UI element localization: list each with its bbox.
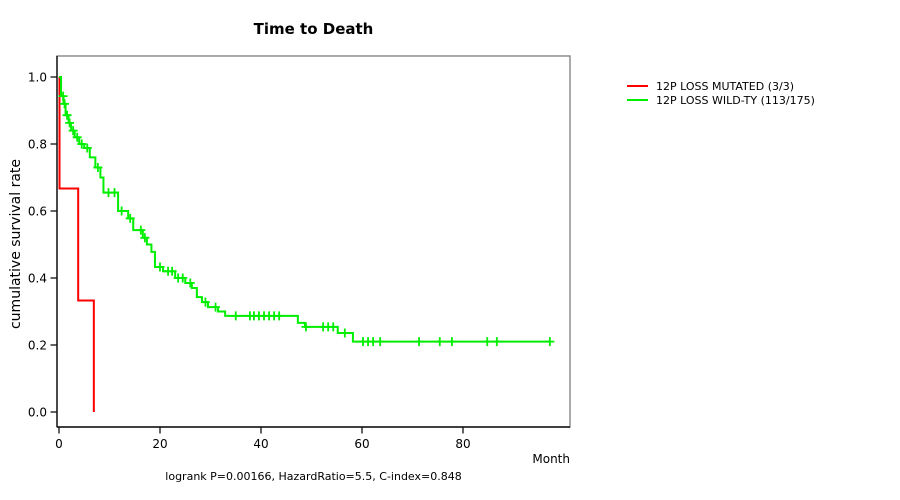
legend-label-mutated: 12P LOSS MUTATED (3/3) xyxy=(656,79,794,93)
y-tick-label: 0.8 xyxy=(28,138,47,152)
y-tick-label: 1.0 xyxy=(28,71,47,85)
x-axis-label: Month xyxy=(532,452,570,466)
x-axis-ticks: 0 20 40 60 80 xyxy=(55,427,471,451)
plot-border xyxy=(56,55,571,428)
y-axis-label: cumulative survival rate xyxy=(8,158,24,330)
legend-item-wildtype: 12P LOSS WILD-TY (113/175) xyxy=(627,93,815,107)
x-tick-label: 0 xyxy=(55,437,63,451)
censor-marks-wildtype xyxy=(58,91,555,347)
legend-line-wildtype-icon xyxy=(627,99,648,101)
stats-annotation: logrank P=0.00166, HazardRatio=5.5, C-in… xyxy=(165,470,462,483)
x-tick-label: 40 xyxy=(253,437,268,451)
x-tick-label: 80 xyxy=(455,437,470,451)
legend-label-wildtype: 12P LOSS WILD-TY (113/175) xyxy=(656,93,815,107)
legend-item-mutated: 12P LOSS MUTATED (3/3) xyxy=(627,79,815,93)
x-tick-label: 60 xyxy=(354,437,369,451)
survival-curve-wildtype xyxy=(59,76,550,343)
y-axis-ticks: 0.0 0.2 0.4 0.6 0.8 1.0 xyxy=(28,71,57,420)
y-tick-label: 0.4 xyxy=(28,272,47,286)
y-tick-label: 0.2 xyxy=(28,339,47,353)
legend-line-mutated-icon xyxy=(627,85,648,87)
legend: 12P LOSS MUTATED (3/3) 12P LOSS WILD-TY … xyxy=(627,79,815,107)
chart-title: Time to Death xyxy=(253,20,374,38)
y-tick-label: 0.6 xyxy=(28,205,47,219)
y-tick-label: 0.0 xyxy=(28,406,47,420)
x-tick-label: 20 xyxy=(152,437,167,451)
survival-curve-mutated xyxy=(58,76,95,412)
